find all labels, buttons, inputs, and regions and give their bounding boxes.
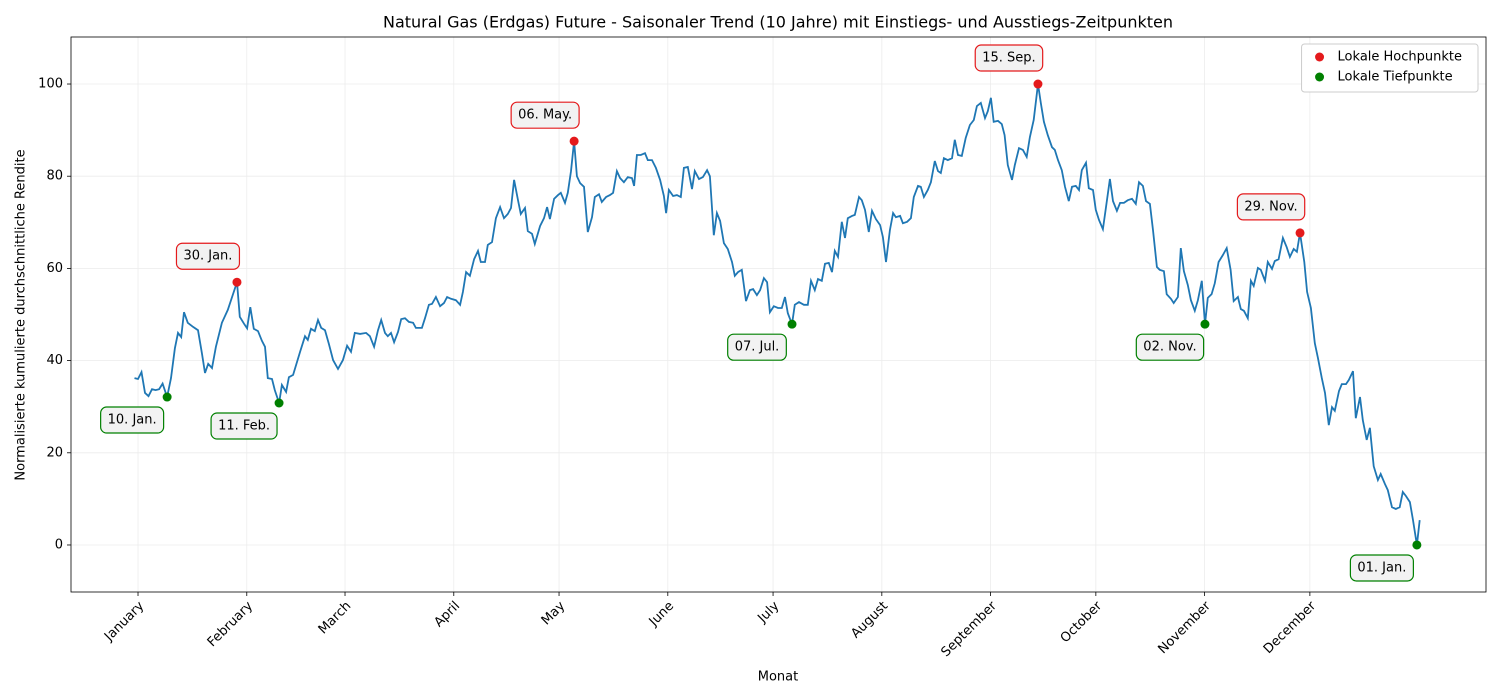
annotation: 02. Nov. xyxy=(1135,333,1205,361)
legend-label: Lokale Hochpunkte xyxy=(1338,50,1462,65)
annotation-box xyxy=(175,242,241,270)
x-tick-label: November xyxy=(1155,598,1214,657)
x-tick-label: December xyxy=(1261,598,1320,657)
annotation-label: 01. Jan. xyxy=(1357,560,1406,575)
extreme-point xyxy=(1412,540,1422,550)
trend-line xyxy=(134,83,1421,546)
legend-marker xyxy=(1315,72,1325,82)
annotation-label: 06. May. xyxy=(518,108,572,123)
y-tick-label: 20 xyxy=(46,445,63,460)
legend-box xyxy=(1301,43,1479,93)
x-tick-label: April xyxy=(431,599,463,631)
extreme-point xyxy=(787,319,797,329)
x-tick-label: May xyxy=(539,598,569,628)
legend: Lokale Hochpunkte Lokale Tiefpunkte xyxy=(1301,43,1479,93)
annotation: 06. May. xyxy=(510,101,580,129)
legend-marker xyxy=(1315,52,1325,62)
plot-frame xyxy=(70,36,1487,593)
annotation-label: 11. Feb. xyxy=(218,419,270,434)
y-tick-label: 100 xyxy=(38,77,63,92)
annotation-label: 15. Sep. xyxy=(982,51,1035,66)
annotation: 10. Jan. xyxy=(100,406,165,434)
y-tick-label: 80 xyxy=(46,169,63,184)
annotation-box xyxy=(210,412,278,440)
annotation-box xyxy=(974,44,1044,72)
annotation-label: 07. Jul. xyxy=(735,340,780,355)
x-tick-label: February xyxy=(205,598,257,650)
annotation-label: 02. Nov. xyxy=(1143,340,1196,355)
x-tick-label: July xyxy=(755,598,783,626)
annotation-box xyxy=(727,333,787,361)
extreme-point xyxy=(1033,79,1043,89)
y-tick-label: 60 xyxy=(46,261,63,276)
annotation: 07. Jul. xyxy=(727,333,787,361)
extreme-point xyxy=(569,136,579,146)
annotation: 11. Feb. xyxy=(210,412,278,440)
chart-title: Natural Gas (Erdgas) Future - Saisonaler… xyxy=(383,13,1173,32)
y-tick-label: 0 xyxy=(55,537,63,552)
extreme-point xyxy=(162,392,172,402)
y-tick-label: 40 xyxy=(46,353,63,368)
annotation-box xyxy=(100,406,165,434)
extreme-point xyxy=(1200,319,1210,329)
annotation-box xyxy=(510,101,580,129)
x-tick-label: January xyxy=(101,598,147,644)
x-tick-label: October xyxy=(1058,598,1106,646)
annotation-label: 10. Jan. xyxy=(108,413,157,428)
y-axis-label: Normalisierte kumulierte durchschnittlic… xyxy=(14,149,29,480)
extreme-point xyxy=(232,277,242,287)
annotation: 01. Jan. xyxy=(1349,554,1414,582)
annotation-box xyxy=(1135,333,1205,361)
annotation: 15. Sep. xyxy=(974,44,1044,72)
extreme-point xyxy=(274,398,284,408)
annotation: 30. Jan. xyxy=(175,242,241,270)
annotation-box xyxy=(1349,554,1414,582)
x-tick-label: March xyxy=(316,599,355,638)
annotation-label: 30. Jan. xyxy=(183,249,232,264)
annotation-box xyxy=(1236,193,1306,221)
annotation: 29. Nov. xyxy=(1236,193,1306,221)
x-tick-label: September xyxy=(938,598,1000,660)
legend-label: Lokale Tiefpunkte xyxy=(1338,70,1453,85)
x-tick-label: August xyxy=(848,599,891,642)
x-axis-label: Monat xyxy=(758,670,798,685)
annotation-label: 29. Nov. xyxy=(1244,199,1297,214)
x-tick-label: June xyxy=(646,599,677,630)
extreme-point xyxy=(1295,228,1305,238)
